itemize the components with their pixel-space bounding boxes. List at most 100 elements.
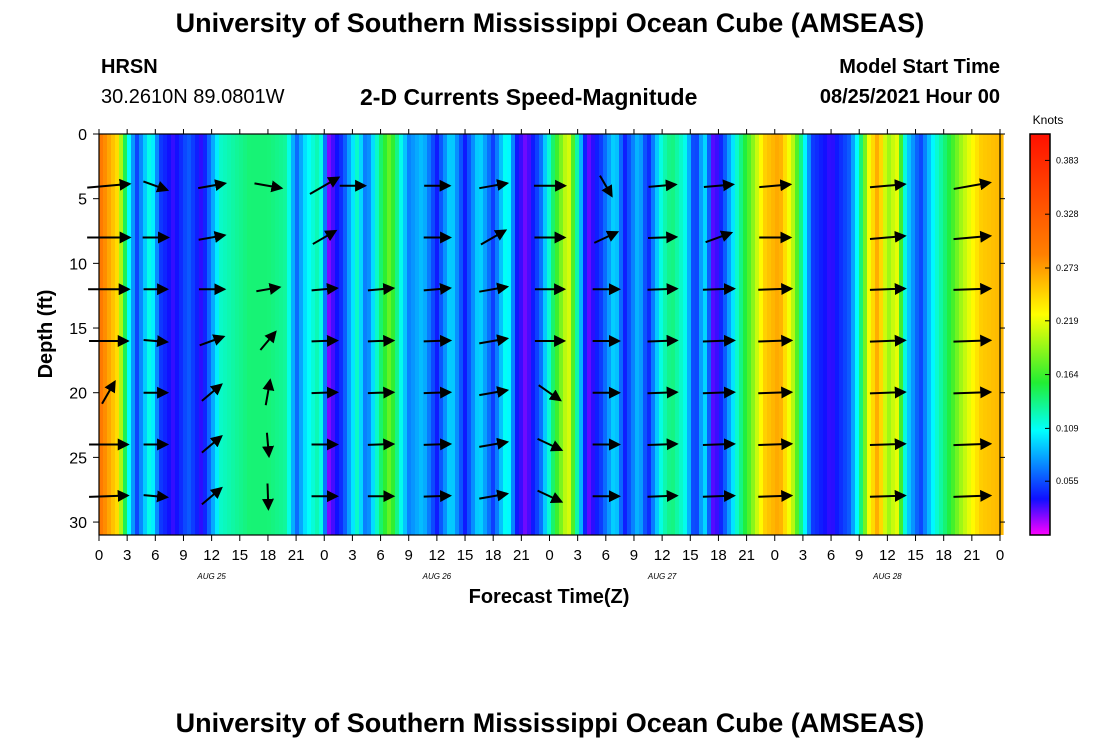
x-tick-label: 6 [151, 547, 159, 564]
heatmap-cell [215, 134, 220, 535]
heatmap-cell [287, 134, 292, 535]
current-vector-arrow [201, 435, 223, 454]
y-tick-label: 15 [69, 321, 87, 338]
heatmap-cell [819, 134, 824, 535]
heatmap-cell [579, 134, 584, 535]
heatmap-cell [715, 134, 720, 535]
heatmap-cell [351, 134, 356, 535]
current-vector-arrow [256, 283, 282, 295]
current-vector-arrow [953, 230, 993, 243]
heatmap-cell [475, 134, 480, 535]
heatmap-cell [627, 134, 632, 535]
heatmap-cell [647, 134, 652, 535]
heatmap-cell [355, 134, 360, 535]
heatmap-cell [835, 134, 840, 535]
heatmap-cell [651, 134, 656, 535]
heatmap-cell [679, 134, 684, 535]
heatmap-cell [435, 134, 440, 535]
x-tick-label: 21 [964, 547, 981, 564]
heatmap-cell [151, 134, 156, 535]
colorbar-tick-label: 0.273 [1056, 263, 1079, 273]
heatmap-cell [159, 134, 164, 535]
heatmap-cell [787, 134, 792, 535]
heatmap-cell [799, 134, 804, 535]
heatmap-cell [167, 134, 172, 535]
heatmap-cell [367, 134, 372, 535]
current-vector-arrow [479, 334, 510, 347]
heatmap-cell [147, 134, 152, 535]
current-vector-arrow [758, 438, 794, 451]
x-tick-label: 15 [682, 547, 699, 564]
heatmap-cell [543, 134, 548, 535]
x-tick-label: 18 [260, 547, 277, 564]
current-vector-arrow [143, 490, 170, 503]
current-vector-arrow [953, 178, 992, 191]
colorbar: Knots 0.055 0.109 0.164 0.219 0.273 0.328 0.383 [1029, 113, 1079, 536]
heatmap-cell [855, 134, 860, 535]
heatmap-cell [659, 134, 664, 535]
current-vector-arrow [89, 489, 130, 502]
heatmap-cell [99, 134, 104, 535]
current-vector-arrow [311, 283, 339, 295]
current-vector-arrow [647, 490, 679, 503]
heatmap-cell [823, 134, 828, 535]
current-vector-arrow [647, 386, 679, 399]
heatmap-cell [467, 134, 472, 535]
current-vector-arrow [367, 283, 396, 295]
current-vector-arrow [647, 438, 679, 451]
heatmap-cell [327, 134, 332, 535]
current-vector-arrow [702, 283, 736, 296]
heatmap-cell [951, 134, 956, 535]
heatmap-cell [635, 134, 640, 535]
x-tick-label: 9 [855, 547, 863, 564]
heatmap-cell [487, 134, 492, 535]
current-vector-arrow [367, 386, 396, 399]
x-axis-label: Forecast Time(Z) [469, 586, 630, 608]
heatmap-cell [999, 134, 1004, 535]
heatmap-cell [407, 134, 412, 535]
current-vectors [87, 175, 993, 511]
current-vector-arrow [479, 282, 510, 295]
heatmap-cell [219, 134, 224, 535]
y-tick-label: 20 [69, 386, 87, 403]
x-tick-label: 9 [179, 547, 187, 564]
heatmap-cell [979, 134, 984, 535]
current-vector-arrow [702, 386, 736, 399]
heatmap-cell [995, 134, 1000, 535]
heatmap-cell [891, 134, 896, 535]
heatmap-cell [699, 134, 704, 535]
x-tick-label: 12 [429, 547, 446, 564]
x-tick-label: 0 [771, 547, 779, 564]
heatmap-cell [235, 134, 240, 535]
colorbar-tick-label: 0.164 [1056, 370, 1079, 380]
heatmap-cell [419, 134, 424, 535]
heatmap-cell [743, 134, 748, 535]
heatmap-cell [935, 134, 940, 535]
heatmap-cell [639, 134, 644, 535]
heatmap-cell [307, 134, 312, 535]
model-start-value: 08/25/2021 Hour 00 [819, 86, 1000, 108]
x-tick-label: 9 [630, 547, 638, 564]
x-tick-label: 21 [288, 547, 305, 564]
current-vector-arrow [312, 229, 338, 245]
heatmap-cell [779, 134, 784, 535]
heatmap-cell [963, 134, 968, 535]
footer-title: University of Southern Mississippi Ocean… [175, 708, 925, 738]
x-tick-label: 6 [602, 547, 610, 564]
heatmap-cell [175, 134, 180, 535]
current-vector-arrow [538, 384, 562, 402]
current-vector-arrow [702, 490, 736, 502]
colorbar-unit: Knots [1033, 113, 1064, 127]
current-vector-arrow [758, 489, 794, 502]
heatmap-cell [703, 134, 708, 535]
heatmap-cell [399, 134, 404, 535]
current-vector-arrow [869, 386, 907, 399]
heatmap-cell [411, 134, 416, 535]
heatmap-cell [875, 134, 880, 535]
heatmap-cell [919, 134, 924, 535]
heatmap-cell [671, 134, 676, 535]
heatmap-cell [163, 134, 168, 535]
heatmap-cell [883, 134, 888, 535]
y-tick-label: 0 [78, 127, 87, 144]
current-vector-arrow [869, 489, 907, 502]
